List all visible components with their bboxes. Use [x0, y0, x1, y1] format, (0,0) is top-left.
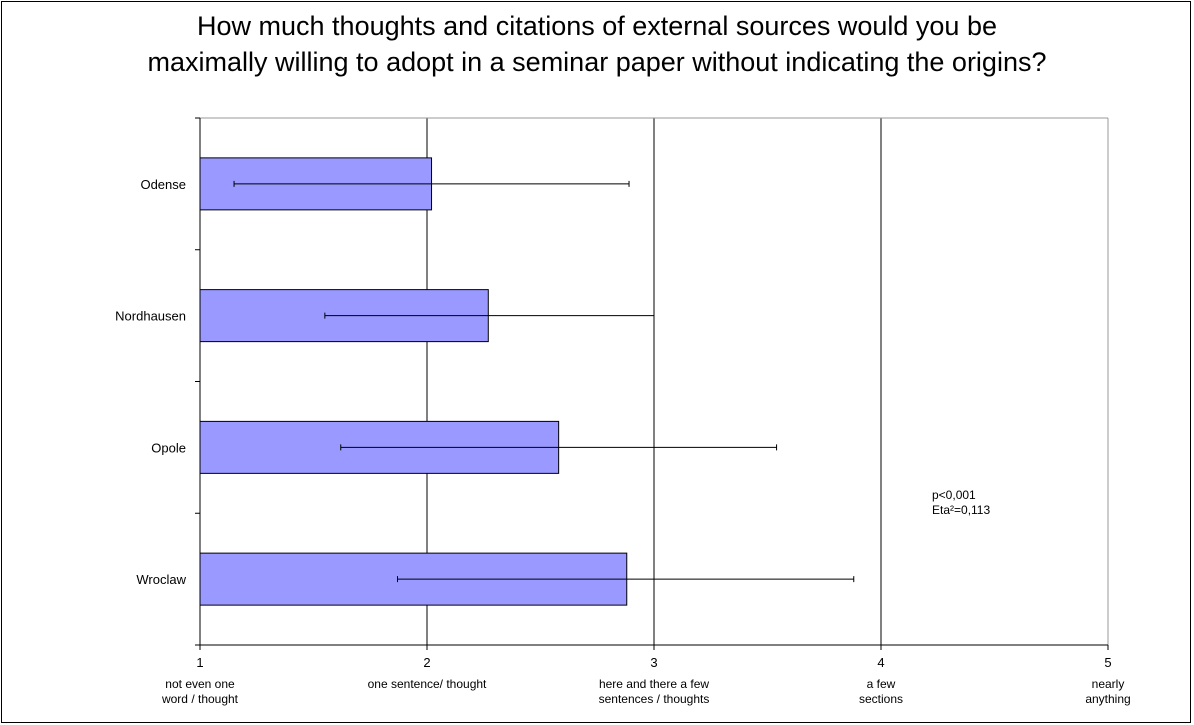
category-label-opole: Opole [151, 440, 186, 455]
x-tick-label-5: 5 [1104, 655, 1111, 670]
x-tick-desc-3: here and there a few [599, 677, 709, 691]
stats-annotation: p<0,001 [932, 488, 976, 502]
x-tick-desc-1: not even one [165, 677, 235, 691]
labels: Odense Nordhausen Opole Wroclaw 1 not even on… [115, 177, 1131, 706]
x-tick-label-2: 2 [423, 655, 430, 670]
bars [199, 157, 628, 606]
x-tick-label-3: 3 [650, 655, 657, 670]
x-tick-desc-5: nearly [1092, 677, 1125, 691]
x-tick-desc-3: sentences / thoughts [599, 692, 710, 706]
x-tick-desc-2: one sentence/ thought [368, 677, 487, 691]
x-tick-desc-5: anything [1085, 692, 1130, 706]
x-tick-desc-1: word / thought [161, 692, 239, 706]
x-tick-desc-4: sections [859, 692, 903, 706]
error-bars [233, 180, 855, 583]
x-tick-desc-4: a few [867, 677, 896, 691]
category-label-odense: Odense [140, 177, 186, 192]
stats-annotation: Eta²=0,113 [932, 503, 990, 517]
x-tick-label-4: 4 [877, 655, 884, 670]
axes [195, 117, 1109, 650]
x-tick-label-1: 1 [196, 655, 203, 670]
chart-title: How much thoughts and citations of exter… [147, 11, 1047, 77]
category-label-nordhausen: Nordhausen [115, 309, 186, 324]
category-label-wroclaw: Wroclaw [136, 572, 186, 587]
